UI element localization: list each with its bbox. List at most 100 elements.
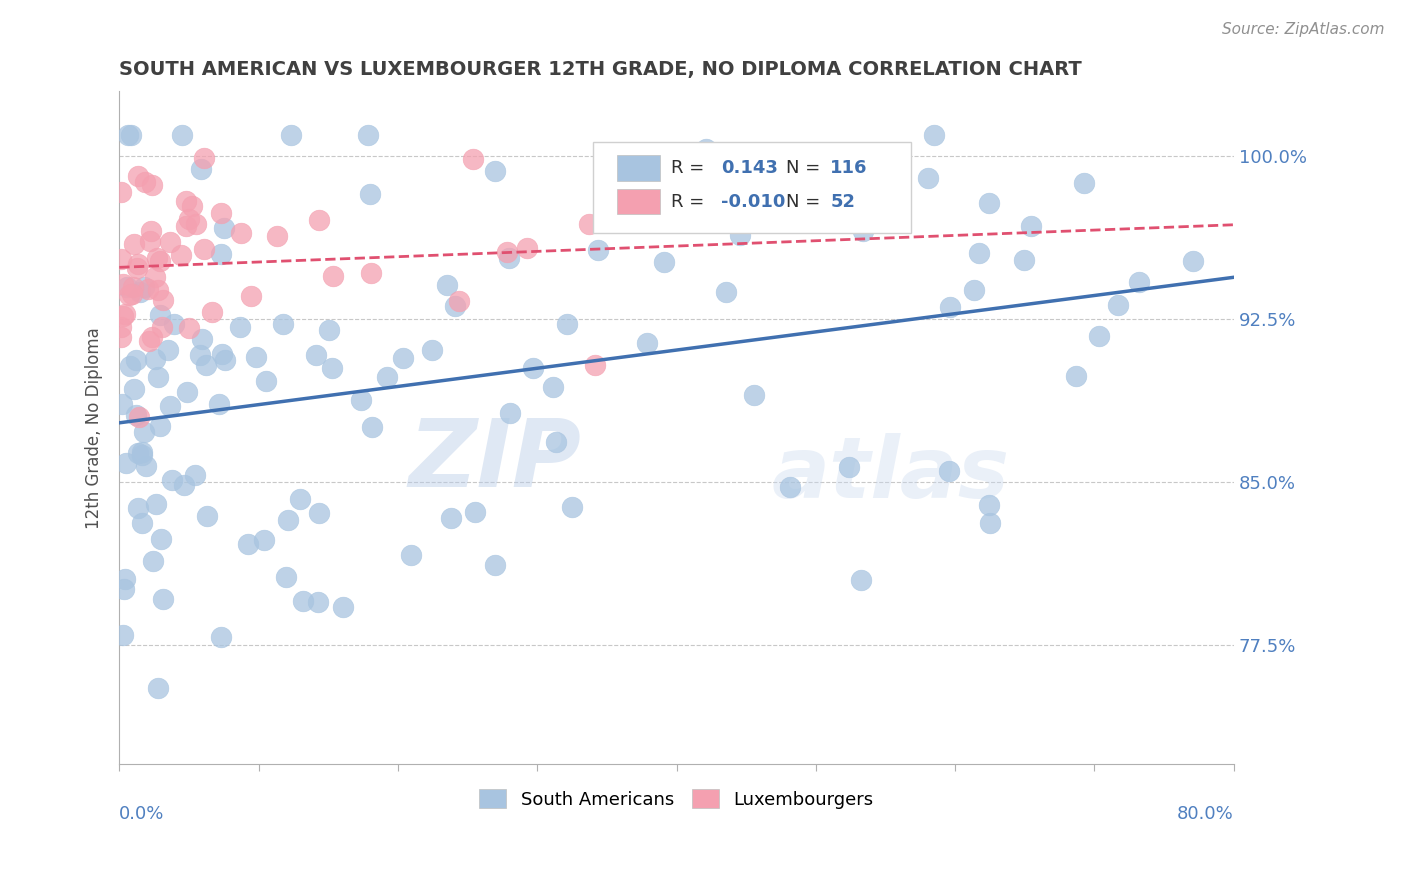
Point xyxy=(1128,276,1150,290)
Point xyxy=(420,343,443,357)
Point xyxy=(586,244,609,258)
Point xyxy=(1064,369,1087,384)
Point xyxy=(254,374,277,388)
Point xyxy=(321,360,343,375)
Point xyxy=(200,304,222,318)
Point xyxy=(360,420,382,434)
Point xyxy=(498,251,520,265)
Text: Source: ZipAtlas.com: Source: ZipAtlas.com xyxy=(1222,22,1385,37)
Point xyxy=(292,594,315,608)
Point xyxy=(141,329,163,343)
Text: atlas: atlas xyxy=(772,434,1010,516)
Point xyxy=(253,533,276,548)
Point xyxy=(561,500,583,514)
Point xyxy=(125,260,148,275)
Point xyxy=(180,199,202,213)
Point xyxy=(143,270,166,285)
Point xyxy=(176,384,198,399)
Text: SOUTH AMERICAN VS LUXEMBOURGER 12TH GRADE, NO DIPLOMA CORRELATION CHART: SOUTH AMERICAN VS LUXEMBOURGER 12TH GRAD… xyxy=(120,60,1083,78)
Point xyxy=(138,282,160,296)
Point xyxy=(139,235,162,249)
Point xyxy=(114,572,136,586)
Point xyxy=(127,257,149,271)
Point xyxy=(969,246,991,260)
Point xyxy=(546,434,568,449)
Point xyxy=(979,195,1001,210)
Point xyxy=(359,186,381,201)
Point xyxy=(440,510,463,524)
Point xyxy=(122,383,145,397)
Text: R =: R = xyxy=(671,159,704,177)
Point xyxy=(214,352,236,367)
Point xyxy=(112,628,135,642)
FancyBboxPatch shape xyxy=(617,189,659,214)
Point xyxy=(308,213,330,227)
Point xyxy=(174,219,197,233)
Point xyxy=(1019,219,1042,233)
Point xyxy=(939,301,962,315)
Point xyxy=(114,307,136,321)
Point xyxy=(131,516,153,530)
Text: 80.0%: 80.0% xyxy=(1177,805,1234,822)
Point xyxy=(463,152,485,166)
Text: R =: R = xyxy=(671,193,704,211)
Point xyxy=(977,498,1000,512)
Point xyxy=(111,277,134,291)
Point xyxy=(146,681,169,695)
Point xyxy=(112,309,135,323)
Text: 116: 116 xyxy=(831,159,868,177)
Point xyxy=(211,347,233,361)
Point xyxy=(305,347,328,361)
Point xyxy=(149,308,172,322)
Point xyxy=(360,266,382,280)
Point xyxy=(231,227,253,241)
Text: 0.0%: 0.0% xyxy=(120,805,165,822)
Point xyxy=(838,460,860,475)
Point xyxy=(917,170,939,185)
Point xyxy=(163,317,186,331)
Point xyxy=(110,330,132,344)
Point xyxy=(149,254,172,268)
Point xyxy=(695,142,717,156)
FancyBboxPatch shape xyxy=(617,155,659,181)
Point xyxy=(318,322,340,336)
Point xyxy=(447,293,470,308)
Point xyxy=(236,537,259,551)
Point xyxy=(375,369,398,384)
Point xyxy=(142,554,165,568)
Point xyxy=(212,221,235,235)
Point xyxy=(209,206,232,220)
Point xyxy=(308,506,330,520)
Point xyxy=(170,248,193,262)
Legend: South Americans, Luxembourgers: South Americans, Luxembourgers xyxy=(472,782,882,816)
Point xyxy=(132,425,155,439)
Text: N =: N = xyxy=(786,159,820,177)
Point xyxy=(963,283,986,297)
Point xyxy=(240,289,263,303)
Point xyxy=(288,491,311,506)
Point xyxy=(274,570,297,584)
Point xyxy=(149,419,172,434)
Point xyxy=(271,317,294,331)
Point xyxy=(118,288,141,302)
Point xyxy=(583,358,606,372)
Y-axis label: 12th Grade, No Diploma: 12th Grade, No Diploma xyxy=(86,326,103,529)
Point xyxy=(190,162,212,177)
Point xyxy=(152,293,174,308)
Point xyxy=(392,351,415,366)
Point xyxy=(484,558,506,572)
Point xyxy=(121,287,143,301)
Point xyxy=(266,228,288,243)
Point xyxy=(848,186,870,201)
Point xyxy=(110,320,132,334)
Point xyxy=(716,285,738,299)
Point xyxy=(173,478,195,492)
Point xyxy=(150,320,173,334)
Point xyxy=(522,361,544,376)
Point xyxy=(177,211,200,226)
Point xyxy=(127,169,149,183)
Point xyxy=(149,532,172,546)
Point xyxy=(197,508,219,523)
Point xyxy=(578,217,600,231)
Point xyxy=(132,280,155,294)
